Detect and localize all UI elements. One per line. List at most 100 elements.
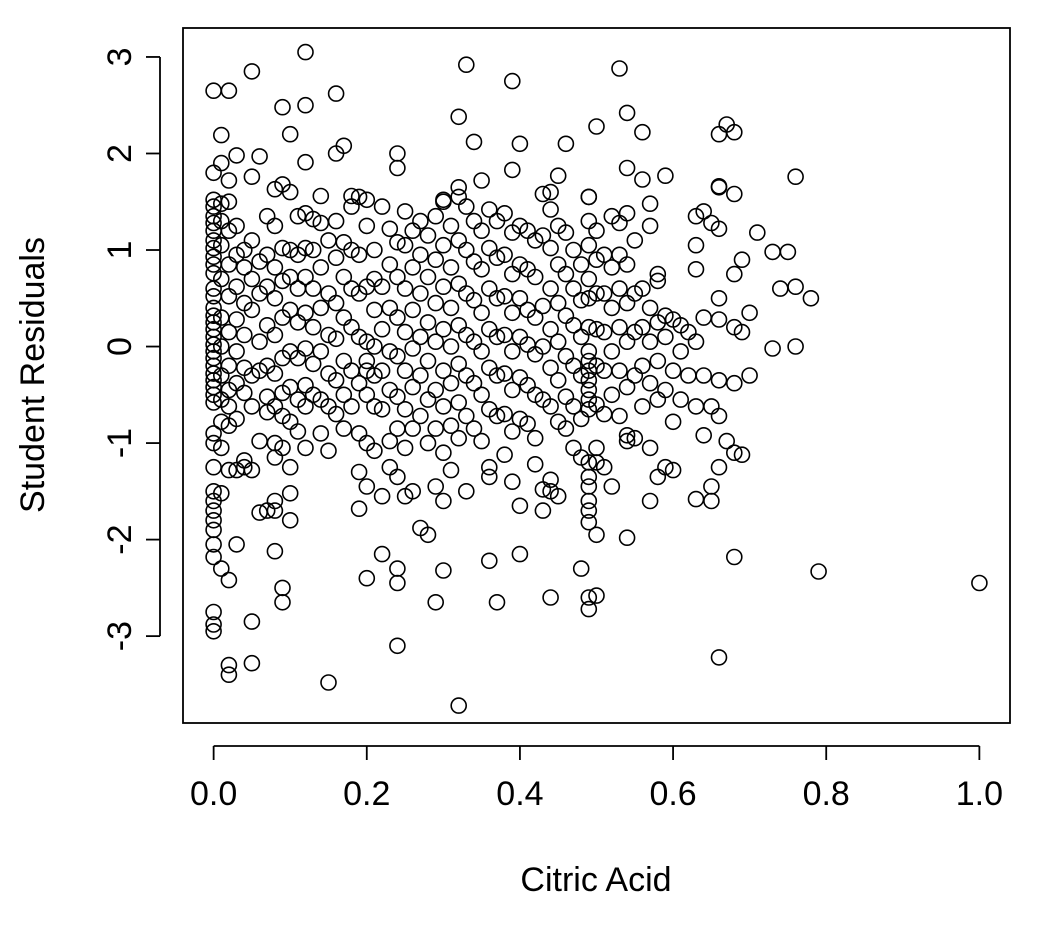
- data-point: [580, 236, 598, 254]
- data-point: [350, 500, 368, 518]
- data-point: [457, 241, 475, 259]
- data-point: [565, 280, 582, 297]
- data-point: [213, 270, 230, 288]
- data-point: [373, 278, 391, 296]
- data-point: [710, 311, 728, 328]
- data-point: [480, 201, 498, 218]
- data-point: [297, 239, 314, 257]
- x-axis: 0.0 0.2 0.4 0.6 0.8 1.0: [190, 745, 1003, 813]
- data-point: [787, 278, 804, 296]
- data-point: [327, 212, 345, 230]
- data-point: [580, 188, 598, 206]
- data-point: [435, 193, 452, 210]
- x-tick-label: 0.8: [803, 775, 850, 813]
- data-point: [343, 398, 360, 415]
- data-point: [534, 297, 552, 315]
- data-point: [473, 304, 490, 322]
- data-point: [427, 420, 445, 437]
- data-point: [389, 468, 406, 486]
- data-point: [488, 289, 506, 307]
- data-point: [503, 265, 521, 283]
- data-point: [442, 374, 460, 392]
- data-point: [450, 232, 468, 249]
- data-point: [618, 529, 636, 547]
- data-point: [373, 487, 391, 505]
- data-point: [205, 548, 222, 566]
- data-point: [580, 343, 598, 360]
- data-point: [649, 265, 667, 283]
- data-point: [358, 191, 376, 209]
- x-axis-title: Citric Acid: [520, 861, 671, 899]
- data-point: [618, 256, 636, 273]
- y-tick-label: 3: [101, 47, 139, 66]
- data-point: [327, 405, 345, 423]
- data-point: [710, 125, 728, 143]
- data-point: [664, 362, 682, 380]
- data-point: [366, 398, 383, 415]
- data-point: [205, 536, 222, 553]
- data-point: [213, 560, 230, 577]
- data-point: [787, 168, 804, 185]
- data-point: [266, 259, 284, 276]
- data-point: [549, 167, 567, 184]
- data-point: [412, 328, 429, 346]
- data-point: [228, 410, 245, 428]
- data-point: [488, 328, 506, 346]
- data-point: [289, 207, 307, 225]
- data-point: [335, 268, 353, 286]
- data-point: [274, 593, 291, 611]
- data-point: [304, 280, 322, 297]
- data-point: [557, 224, 575, 241]
- data-point: [480, 458, 498, 476]
- data-point: [557, 265, 575, 283]
- data-point: [350, 425, 368, 442]
- data-point: [611, 60, 628, 77]
- data-point: [435, 320, 452, 338]
- data-point: [580, 371, 598, 389]
- data-point: [236, 458, 253, 476]
- data-point: [274, 439, 291, 457]
- data-point: [496, 446, 513, 464]
- data-point: [213, 154, 230, 172]
- data-point: [205, 239, 222, 257]
- data-point: [404, 340, 422, 357]
- data-point: [611, 318, 628, 336]
- data-point: [603, 343, 621, 360]
- data-point: [243, 461, 261, 479]
- data-point: [641, 439, 659, 457]
- data-point: [534, 338, 552, 355]
- data-point: [297, 43, 314, 61]
- data-point: [381, 458, 399, 476]
- data-point: [304, 355, 322, 373]
- data-point: [396, 323, 414, 341]
- data-point: [205, 307, 222, 325]
- data-point: [672, 391, 690, 408]
- data-point: [389, 574, 406, 592]
- data-point: [519, 415, 536, 433]
- data-point: [588, 222, 605, 239]
- data-point: [488, 407, 506, 425]
- data-point: [213, 236, 230, 254]
- data-point: [366, 241, 383, 259]
- data-point: [312, 299, 330, 317]
- data-point: [580, 468, 598, 486]
- data-point: [557, 420, 575, 437]
- data-point: [243, 232, 261, 249]
- data-point: [373, 198, 391, 215]
- data-point: [687, 260, 705, 278]
- data-point: [220, 357, 238, 375]
- data-point: [695, 203, 713, 220]
- data-point: [220, 82, 238, 99]
- data-point: [205, 82, 222, 99]
- data-point: [457, 56, 475, 73]
- data-point: [741, 304, 758, 322]
- data-point: [725, 444, 743, 462]
- x-tick-label: 0.6: [649, 775, 696, 813]
- data-point: [427, 294, 445, 312]
- data-point: [480, 239, 498, 257]
- data-point: [595, 323, 613, 341]
- data-point: [549, 333, 567, 351]
- data-point: [457, 482, 475, 500]
- data-point: [236, 259, 253, 276]
- data-point: [220, 323, 238, 341]
